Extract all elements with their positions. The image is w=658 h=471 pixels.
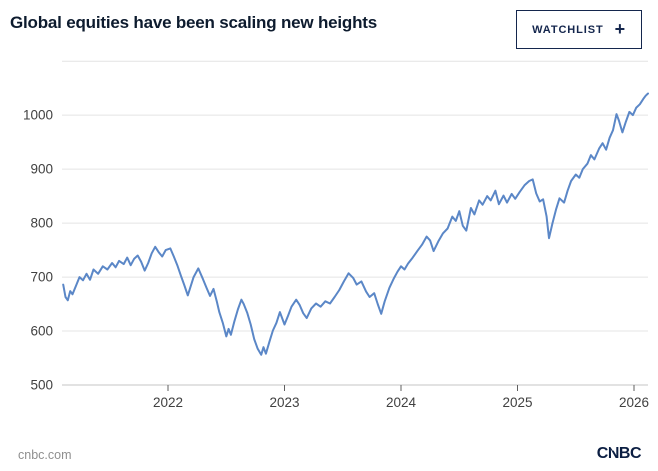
plus-icon: + (614, 18, 626, 39)
y-tick-label: 800 (30, 216, 53, 231)
source-attribution: cnbc.com (18, 448, 72, 462)
peacock-notch-icon (609, 445, 617, 451)
x-tick-label: 2026 (619, 395, 649, 410)
watchlist-button-label: WATCHLIST (532, 23, 604, 36)
y-tick-label: 900 (30, 162, 53, 177)
x-tick-label: 2022 (153, 395, 183, 410)
y-tick-label: 700 (30, 270, 53, 285)
index-price-line (62, 92, 649, 356)
x-tick-label: 2023 (269, 395, 299, 410)
cnbc-logo: CNBC (596, 445, 642, 462)
x-tick-label: 2024 (386, 395, 417, 410)
y-tick-label: 500 (30, 378, 53, 393)
watchlist-button[interactable]: WATCHLIST + (516, 10, 642, 49)
y-tick-label: 1000 (23, 108, 53, 123)
page-title: Global equities have been scaling new he… (10, 13, 377, 32)
x-tick-label: 2025 (502, 395, 532, 410)
y-tick-label: 600 (30, 324, 53, 339)
